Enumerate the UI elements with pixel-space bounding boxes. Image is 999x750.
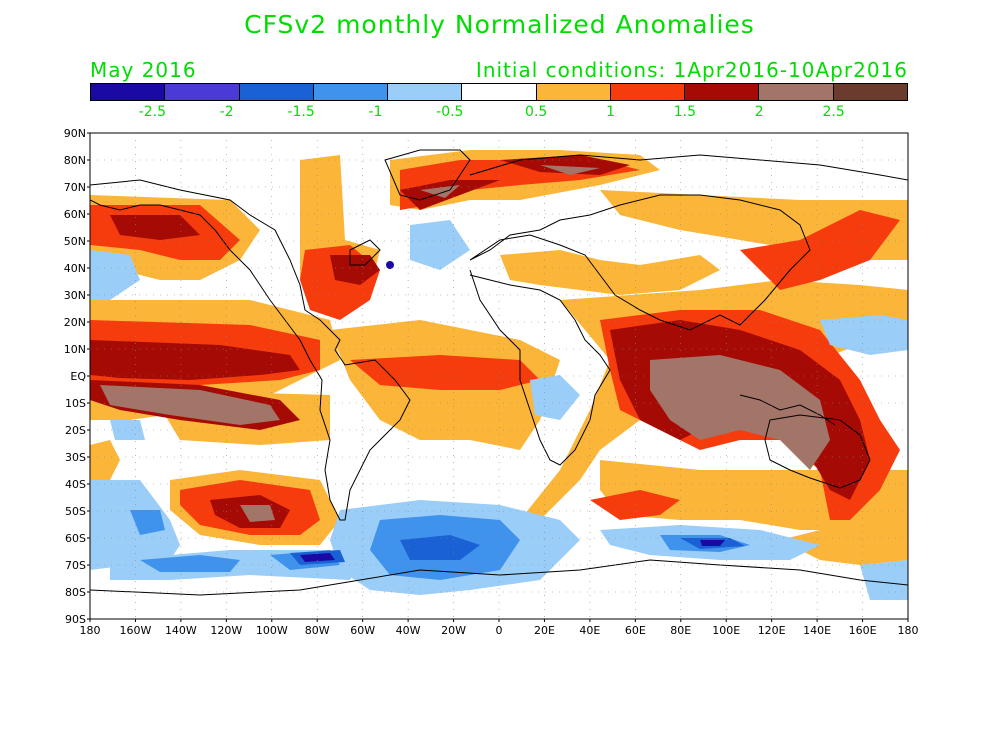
latitude-label: 40S — [65, 478, 86, 491]
longitude-label: 80E — [670, 624, 691, 637]
longitude-label: 100E — [712, 624, 740, 637]
latitude-label: 30N — [64, 289, 86, 302]
colorbar-label: 1 — [606, 104, 615, 120]
colorbar-label: -1 — [368, 104, 383, 120]
latitude-label: 80S — [65, 586, 86, 599]
latitude-label: 20N — [64, 316, 86, 329]
latitude-label: 70S — [65, 559, 86, 572]
longitude-label: 160W — [120, 624, 152, 637]
longitude-label: 180 — [898, 624, 919, 637]
latitude-label: 10S — [65, 397, 86, 410]
longitude-label: 60W — [350, 624, 375, 637]
longitude-label: 40W — [396, 624, 421, 637]
colorbar-segment — [759, 84, 834, 100]
colorbar-label: 2.5 — [822, 104, 845, 120]
latitude-label: 90S — [65, 613, 86, 626]
latitude-label: 40N — [64, 262, 86, 275]
longitude-label: 120E — [758, 624, 786, 637]
latitude-labels: 90N 80N 70N 60N 50N 40N 30N 20N 10N EQ 10S 20S 30S 40… — [64, 127, 87, 626]
longitude-label: 180 — [80, 624, 101, 637]
longitude-label: 20E — [534, 624, 555, 637]
latitude-label: 50N — [64, 235, 86, 248]
colorbar-segment — [313, 84, 389, 100]
longitude-label: 60E — [625, 624, 646, 637]
colorbar-label: -2.5 — [138, 104, 167, 120]
longitude-label: 140E — [803, 624, 831, 637]
latitude-label: 20S — [65, 424, 86, 437]
longitude-labels: 180 160W 140W 120W 100W 80W 60W 40W 20W 0 20E 40E 60… — [80, 624, 919, 637]
longitude-label: 140W — [165, 624, 197, 637]
map-title: CFSv2 monthly Normalized Anomalies — [244, 10, 755, 39]
longitude-label: 120W — [210, 624, 242, 637]
colorbar-segment — [388, 84, 463, 100]
latitude-label: 10N — [64, 343, 86, 356]
longitude-label: 0 — [496, 624, 503, 637]
colorbar-segment — [685, 84, 760, 100]
axis-ticks — [87, 132, 909, 622]
latitude-label: 60N — [64, 208, 86, 221]
initial-conditions: Initial conditions: 1Apr2016-10Apr2016 — [475, 58, 908, 82]
colorbar-segment — [165, 84, 240, 100]
latitude-label: 30S — [65, 451, 86, 464]
latitude-label: 60S — [65, 532, 86, 545]
coastlines — [90, 149, 908, 596]
latitude-label: 90N — [64, 127, 86, 140]
latitude-label: EQ — [70, 370, 86, 383]
latitude-label: 70N — [64, 181, 86, 194]
colorbar-segment — [462, 84, 537, 100]
colorbar-label: 1.5 — [673, 104, 697, 120]
longitude-label: 20W — [441, 624, 466, 637]
longitude-label: 40E — [579, 624, 600, 637]
latitude-label: 50S — [65, 505, 86, 518]
colorbar-segment — [91, 84, 166, 100]
colorbar-label: 2 — [754, 104, 764, 120]
colorbar-segment — [536, 84, 611, 100]
colorbar — [90, 83, 908, 101]
colorbar-label: -1.5 — [287, 104, 315, 120]
colorbar-label: -0.5 — [436, 104, 464, 120]
anomaly-field — [90, 150, 908, 600]
latitude-label: 80N — [64, 154, 86, 167]
colorbar-segment — [610, 84, 686, 100]
forecast-month: May 2016 — [90, 58, 197, 82]
longitude-label: 80W — [305, 624, 330, 637]
colorbar-segment — [239, 84, 314, 100]
longitude-label: 160E — [849, 624, 877, 637]
colorbar-segment — [833, 84, 907, 100]
colorbar-label: 0.5 — [525, 104, 548, 120]
longitude-label: 100W — [256, 624, 288, 637]
colorbar-label: -2 — [219, 104, 234, 120]
